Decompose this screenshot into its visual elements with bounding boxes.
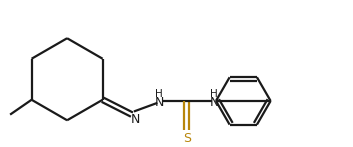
Text: N: N bbox=[155, 96, 164, 109]
Text: S: S bbox=[183, 132, 191, 145]
Text: N: N bbox=[209, 96, 219, 109]
Text: H: H bbox=[155, 89, 163, 99]
Text: N: N bbox=[130, 113, 140, 126]
Text: H: H bbox=[210, 89, 218, 99]
